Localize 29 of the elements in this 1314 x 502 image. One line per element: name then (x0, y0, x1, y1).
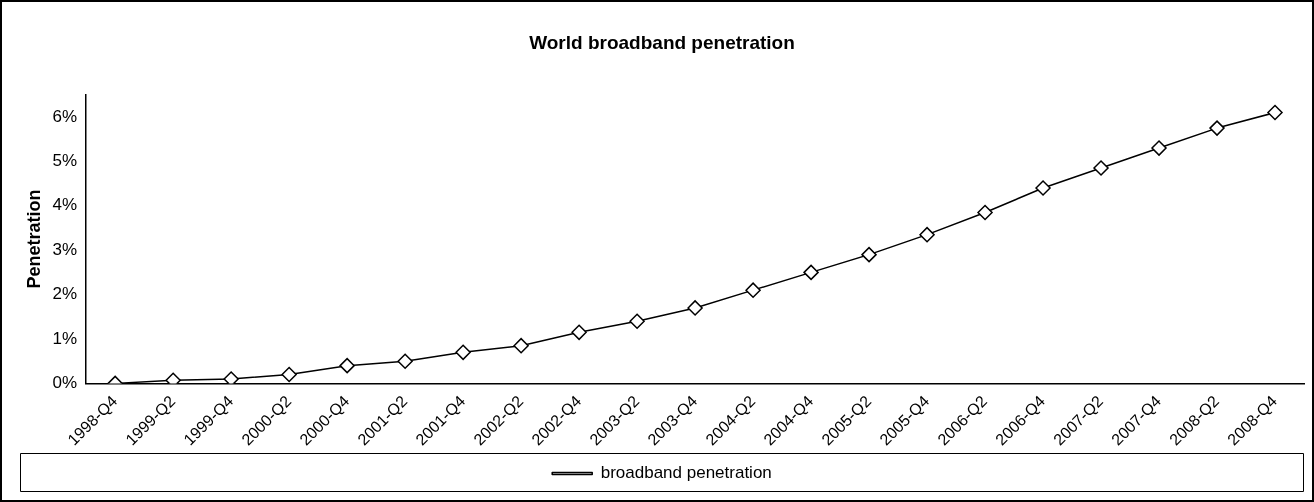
point (455, 344, 471, 361)
point (1093, 160, 1109, 176)
point (1151, 140, 1167, 156)
point (1035, 180, 1051, 196)
point (919, 226, 935, 243)
y-tick-label: 6% (52, 106, 78, 126)
y-tick-label: 0% (52, 373, 78, 393)
y-tick-label: 5% (52, 151, 78, 171)
point (977, 204, 993, 221)
point (571, 324, 587, 341)
point (223, 371, 239, 384)
point (803, 264, 819, 281)
point (687, 300, 703, 316)
point (281, 366, 297, 383)
point (397, 353, 413, 369)
y-tick-label: 2% (52, 284, 78, 304)
point (745, 282, 761, 298)
point (861, 246, 877, 263)
point (339, 357, 355, 374)
y-axis-title: Penetration (23, 189, 44, 289)
legend-label: broadband penetration (600, 463, 772, 483)
y-tick-label: 4% (52, 195, 78, 215)
point (1267, 104, 1283, 121)
point (513, 337, 529, 354)
y-tick-label: 3% (52, 239, 78, 259)
chart-title: World broadband penetration (529, 31, 795, 53)
point (1209, 120, 1225, 136)
point (629, 313, 645, 329)
y-tick-label: 1% (52, 328, 78, 348)
